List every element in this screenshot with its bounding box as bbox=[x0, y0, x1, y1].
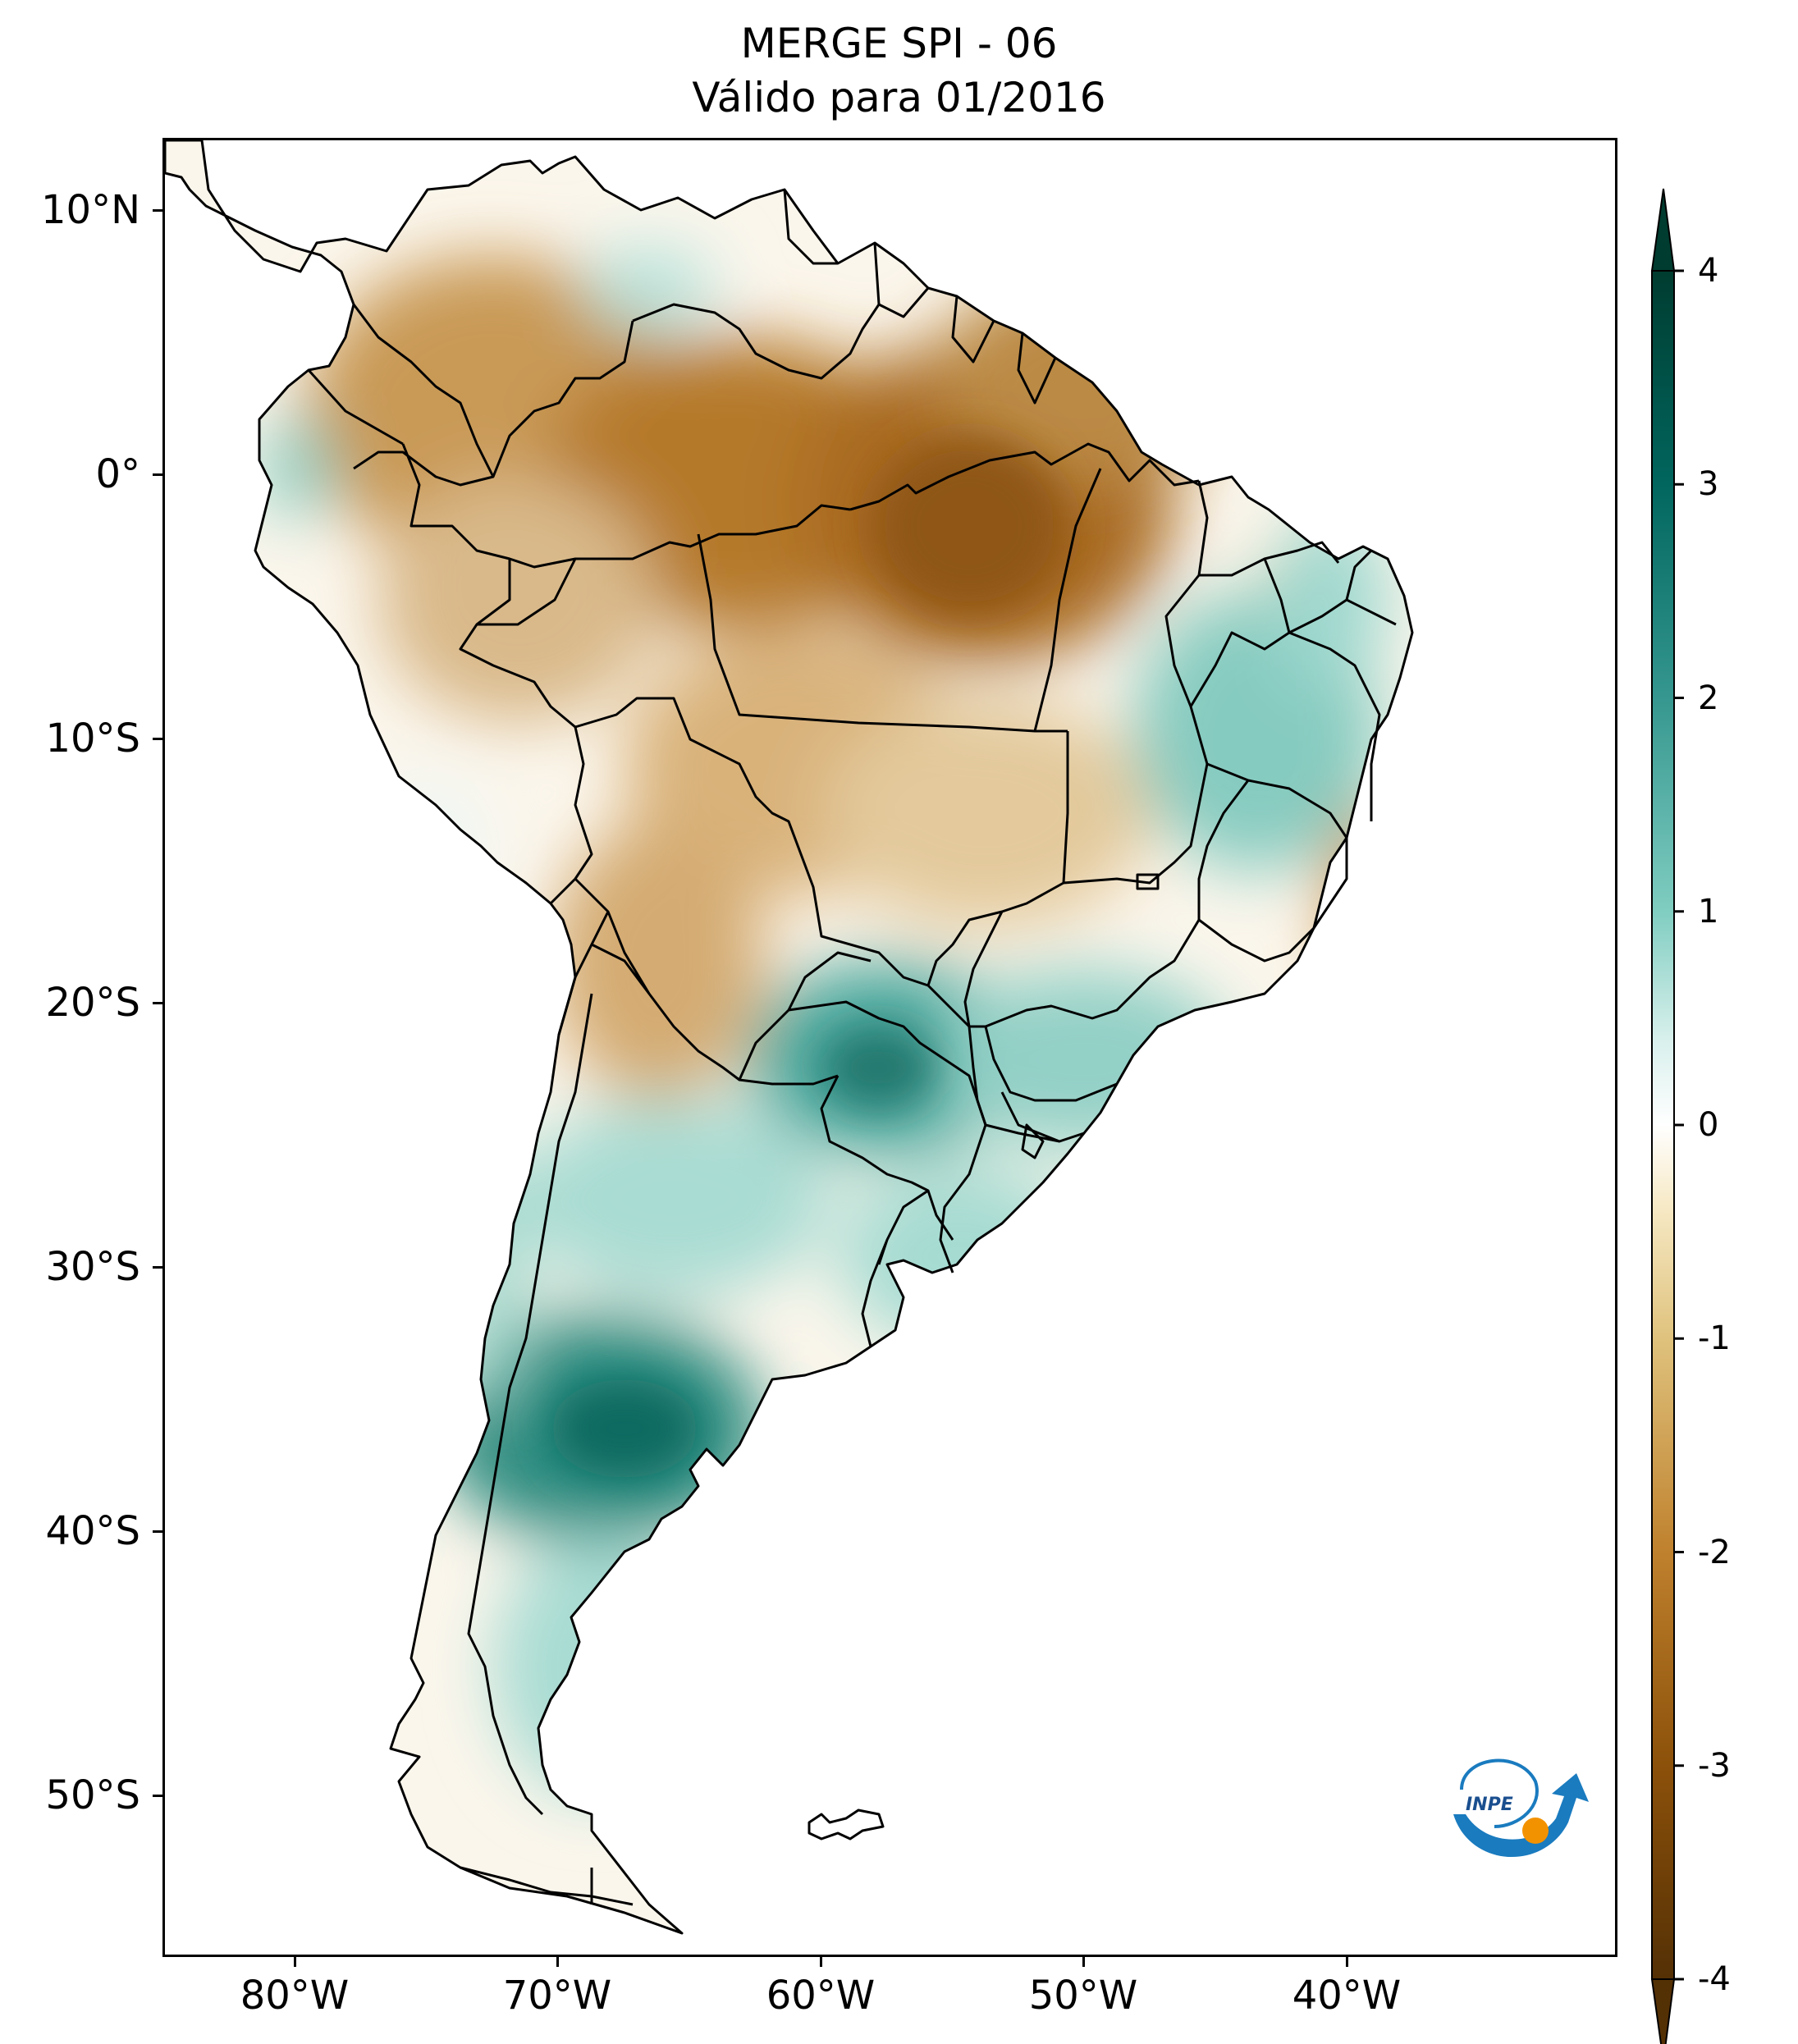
lat-tick bbox=[153, 738, 162, 740]
wet-area-chaco bbox=[518, 1100, 830, 1297]
lat-tick bbox=[153, 1266, 162, 1269]
logo-dot bbox=[1522, 1818, 1549, 1844]
map-canvas: INPE bbox=[165, 140, 1589, 1935]
dry-area-mato-grosso bbox=[821, 698, 1150, 928]
colorbar-tick-label: -2 bbox=[1698, 1533, 1731, 1571]
colorbar-tick-label: -3 bbox=[1698, 1746, 1731, 1785]
lon-label-60w: 60°W bbox=[766, 1973, 876, 2019]
wet-area-parana bbox=[936, 969, 1232, 1150]
colorbar-tick-label: 1 bbox=[1698, 892, 1719, 931]
federal-district bbox=[1136, 873, 1160, 890]
wet-area-rio-grande-do-sul bbox=[838, 1166, 1084, 1347]
colorbar bbox=[1650, 188, 1676, 2044]
dry-area-bolivia bbox=[551, 821, 764, 1100]
map-frame: INPE bbox=[162, 138, 1617, 1957]
tierra-del-fuego bbox=[460, 1866, 634, 1906]
lat-tick bbox=[153, 1795, 162, 1797]
colorbar-extend-max bbox=[1650, 188, 1676, 272]
lon-label-80w: 80°W bbox=[240, 1973, 350, 2019]
lat-label-30s: 30°S bbox=[45, 1244, 140, 1290]
wet-area-ceara bbox=[1273, 510, 1388, 690]
andean-borders bbox=[307, 304, 576, 626]
spi-field bbox=[165, 140, 1412, 1933]
lake bbox=[1021, 1123, 1045, 1159]
strong-wet-core bbox=[551, 1379, 698, 1478]
lat-label-10n: 10°N bbox=[41, 187, 140, 233]
lat-tick bbox=[153, 473, 162, 476]
falkland-islands bbox=[807, 1809, 885, 1841]
wet-area-chile bbox=[456, 1133, 522, 1412]
chile-argentina-border bbox=[467, 993, 593, 1816]
colorbar-extend-min bbox=[1650, 1978, 1676, 2044]
colorbar-ticks bbox=[1674, 269, 1684, 1981]
colorbar-tick-label: 4 bbox=[1698, 252, 1719, 290]
colorbar-tick-label: -4 bbox=[1698, 1960, 1731, 1998]
lon-tick bbox=[1346, 1957, 1348, 1967]
colorbar-tick-label: 0 bbox=[1698, 1106, 1719, 1144]
lon-tick bbox=[556, 1957, 559, 1967]
boundaries bbox=[165, 140, 1414, 1935]
lon-tick bbox=[294, 1957, 296, 1967]
lat-tick bbox=[153, 1530, 162, 1533]
colorbar-tick-label: 2 bbox=[1698, 679, 1719, 717]
lat-label-40s: 40°S bbox=[45, 1508, 140, 1554]
dry-area-peru bbox=[378, 477, 657, 723]
lon-label-50w: 50°W bbox=[1028, 1973, 1138, 2019]
southern-borders bbox=[549, 726, 987, 1347]
chart-title: MERGE SPI - 06 bbox=[740, 20, 1058, 67]
lat-label-50s: 50°S bbox=[45, 1772, 140, 1818]
colorbar-body bbox=[1652, 271, 1674, 1979]
wet-area-venezuela bbox=[583, 247, 715, 329]
logo-arc bbox=[1453, 1773, 1589, 1858]
northern-borders bbox=[353, 189, 1057, 487]
colorbar-tick-label: -1 bbox=[1698, 1319, 1731, 1358]
lat-label-0: 0° bbox=[95, 451, 140, 497]
logo-orbit bbox=[1460, 1758, 1539, 1828]
lon-tick bbox=[1082, 1957, 1085, 1967]
wet-area-ecuador bbox=[259, 419, 333, 518]
wet-area-patagonia bbox=[493, 1535, 707, 1798]
chart-subtitle: Válido para 01/2016 bbox=[692, 74, 1106, 121]
lon-label-40w: 40°W bbox=[1292, 1973, 1402, 2019]
logo-text: INPE bbox=[1466, 1795, 1513, 1815]
wet-core-paraguay bbox=[821, 1027, 936, 1109]
lon-tick bbox=[820, 1957, 822, 1967]
lon-label-70w: 70°W bbox=[502, 1973, 612, 2019]
lat-label-10s: 10°S bbox=[45, 716, 140, 761]
lat-label-20s: 20°S bbox=[45, 980, 140, 1026]
brazil-state-borders bbox=[697, 468, 1397, 1143]
lat-tick bbox=[153, 1002, 162, 1004]
brazil-border bbox=[459, 442, 1200, 1273]
strong-dry-core bbox=[871, 436, 1068, 616]
colorbar-outline bbox=[1651, 270, 1675, 1980]
lat-tick bbox=[153, 209, 162, 212]
colorbar-tick-label: 3 bbox=[1698, 465, 1719, 504]
inpe-logo: INPE bbox=[1453, 1758, 1589, 1858]
